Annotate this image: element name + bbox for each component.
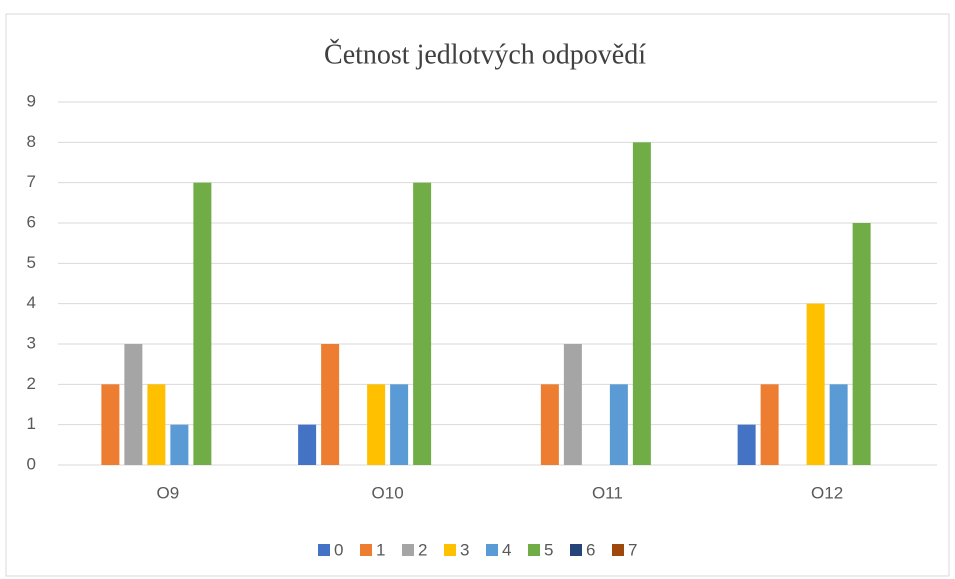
bar [737, 424, 756, 465]
x-tick-label: O12 [811, 483, 843, 502]
y-tick-label: 3 [27, 333, 36, 352]
bar [609, 384, 628, 465]
legend-label: 4 [502, 540, 511, 559]
bar [170, 424, 189, 465]
chart-frame [5, 13, 950, 577]
y-tick-label: 6 [27, 212, 36, 231]
y-tick-label: 8 [27, 132, 36, 151]
legend-swatch [486, 544, 498, 556]
bar [193, 182, 212, 465]
y-tick-label: 5 [27, 253, 36, 272]
legend-swatch [612, 544, 624, 556]
bar [829, 384, 848, 465]
x-tick-label: O10 [372, 483, 404, 502]
bar [390, 384, 409, 465]
bar [124, 344, 143, 465]
y-tick-label: 2 [27, 374, 36, 393]
legend-label: 2 [418, 540, 427, 559]
bar [632, 142, 651, 466]
legend-label: 6 [586, 540, 595, 559]
bar [321, 344, 340, 465]
y-tick-label: 1 [27, 414, 36, 433]
legend-swatch [528, 544, 540, 556]
bar [147, 384, 166, 465]
bar [413, 182, 432, 465]
legend-label: 5 [544, 540, 553, 559]
bar [760, 384, 779, 465]
y-tick-label: 4 [27, 293, 36, 312]
legend-swatch [570, 544, 582, 556]
legend-swatch [444, 544, 456, 556]
chart-title: Četnost jedlotvých odpovědí [324, 39, 646, 70]
bar [101, 384, 120, 465]
legend-swatch [402, 544, 414, 556]
bar [563, 344, 582, 465]
legend-swatch [360, 544, 372, 556]
y-tick-label: 0 [27, 454, 36, 473]
x-tick-label: O11 [592, 483, 623, 502]
bar [540, 384, 559, 465]
legend-label: 0 [334, 540, 343, 559]
y-tick-label: 7 [27, 172, 36, 191]
legend-label: 7 [628, 540, 637, 559]
bar [806, 303, 825, 465]
x-tick-label: O9 [157, 483, 180, 502]
legend-label: 1 [376, 540, 385, 559]
bar [298, 424, 317, 465]
bar [852, 223, 871, 465]
y-tick-label: 9 [27, 91, 36, 110]
legend-swatch [318, 544, 330, 556]
bar [367, 384, 386, 465]
legend-label: 3 [460, 540, 469, 559]
